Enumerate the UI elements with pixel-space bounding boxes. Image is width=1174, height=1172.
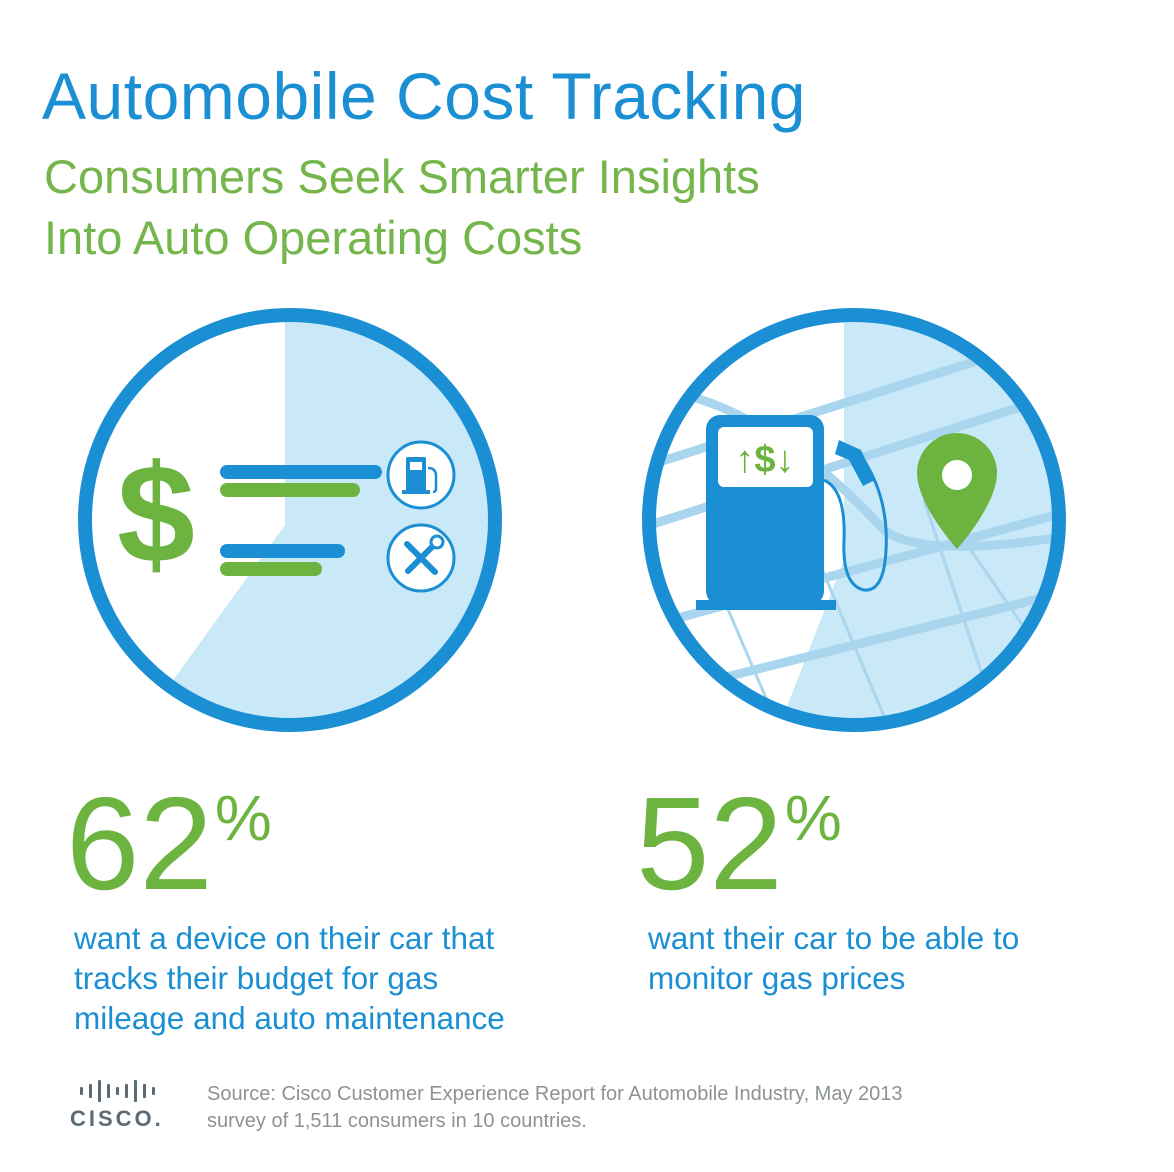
- cisco-wordmark: CISCO.: [70, 1106, 164, 1131]
- stat-description-2: want their car to be able to monitor gas…: [648, 918, 1019, 998]
- gas-pump-icon: ↑$↓: [696, 415, 888, 610]
- stat-percentage-2: 52%: [636, 778, 842, 910]
- budget-bars: [220, 465, 382, 576]
- gas-price-illustration: ↑$↓: [642, 308, 1066, 732]
- stat-unit-1: %: [214, 782, 272, 854]
- source-line-2: survey of 1,511 consumers in 10 countrie…: [207, 1110, 587, 1132]
- map-pin-icon: [917, 433, 997, 549]
- budget-illustration: $: [78, 308, 502, 732]
- dollar-icon: $: [117, 435, 195, 592]
- stat-description-1: want a device on their car that tracks t…: [74, 918, 505, 1038]
- stat-desc-2-line-1: want their car to be able to: [648, 920, 1020, 956]
- stat-unit-2: %: [784, 782, 842, 854]
- stat-desc-2-line-2: monitor gas prices: [648, 960, 906, 996]
- page-title: Automobile Cost Tracking: [42, 59, 807, 133]
- stat-desc-1-line-1: want a device on their car that: [74, 920, 495, 956]
- page-subtitle: Consumers Seek Smarter Insights Into Aut…: [44, 146, 760, 268]
- stat-value-2: 52: [636, 770, 783, 917]
- svg-text:$: $: [117, 435, 195, 592]
- stat-desc-1-line-3: mileage and auto maintenance: [74, 1000, 505, 1036]
- subtitle-line-1: Consumers Seek Smarter Insights: [44, 150, 760, 203]
- cisco-bars-icon: [80, 1080, 180, 1102]
- gas-pump-icon: [386, 440, 456, 510]
- source-note: Source: Cisco Customer Experience Report…: [207, 1081, 903, 1135]
- source-line-1: Source: Cisco Customer Experience Report…: [207, 1083, 903, 1105]
- pump-price-display: ↑$↓: [735, 439, 794, 481]
- tools-icon: [386, 523, 456, 593]
- cisco-logo: CISCO.: [70, 1080, 180, 1136]
- stat-desc-1-line-2: tracks their budget for gas: [74, 960, 439, 996]
- stat-percentage-1: 62%: [66, 778, 272, 910]
- stat-value-1: 62: [66, 770, 213, 917]
- subtitle-line-2: Into Auto Operating Costs: [44, 211, 583, 264]
